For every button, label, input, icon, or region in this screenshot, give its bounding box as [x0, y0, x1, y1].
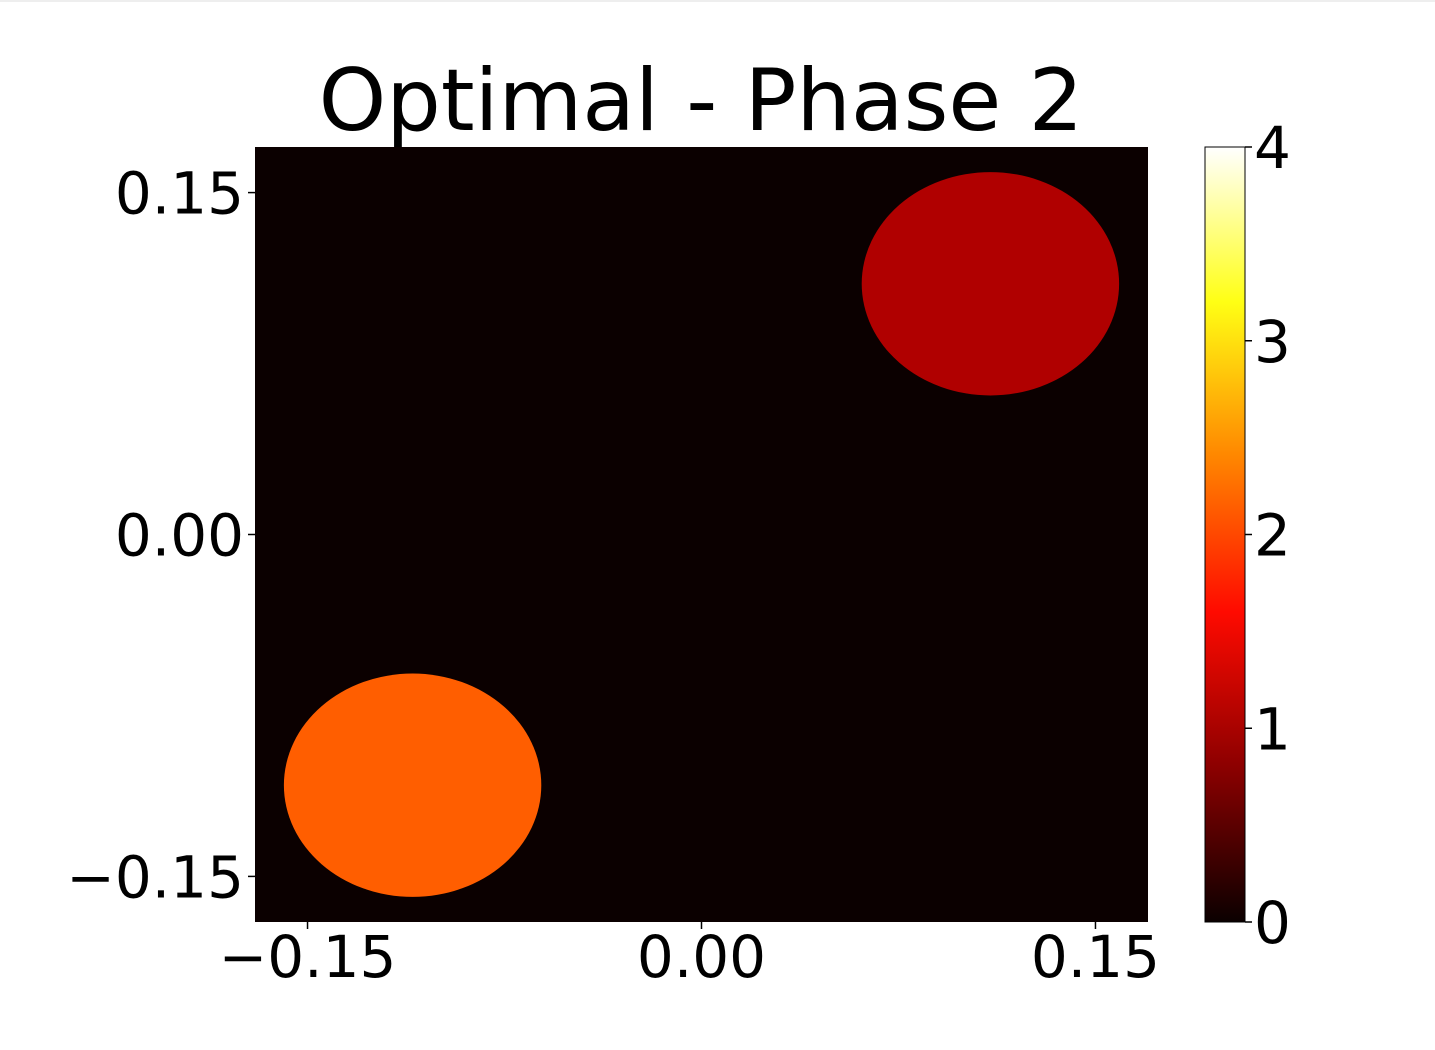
y-tick-label: 0.15	[115, 160, 244, 228]
colorbar-tick-label: 1	[1254, 695, 1291, 763]
colorbar	[1204, 146, 1246, 923]
y-axis: −0.15 0.00 0.15	[66, 160, 255, 911]
chart-title: Optimal - Phase 2	[319, 51, 1084, 151]
colorbar-tick-label: 3	[1254, 308, 1291, 376]
top-border	[0, 0, 1435, 2]
colorbar-tick-label: 4	[1254, 114, 1291, 182]
y-tick-label: 0.00	[115, 502, 244, 570]
heatmap-region-0	[861, 172, 1120, 396]
x-tick-label: 0.15	[1031, 923, 1160, 991]
x-axis: −0.15 0.00 0.15	[219, 922, 1160, 991]
colorbar-axis: 0 1 2 3 4	[1245, 114, 1291, 957]
x-tick-label: 0.00	[637, 923, 766, 991]
heatmap-regions	[283, 172, 1120, 897]
colorbar-tick-label: 0	[1254, 889, 1291, 957]
colorbar-tick-label: 2	[1254, 502, 1291, 570]
y-tick-label: −0.15	[66, 843, 244, 911]
heatmap-region-1	[283, 673, 542, 897]
x-tick-label: −0.15	[219, 923, 397, 991]
